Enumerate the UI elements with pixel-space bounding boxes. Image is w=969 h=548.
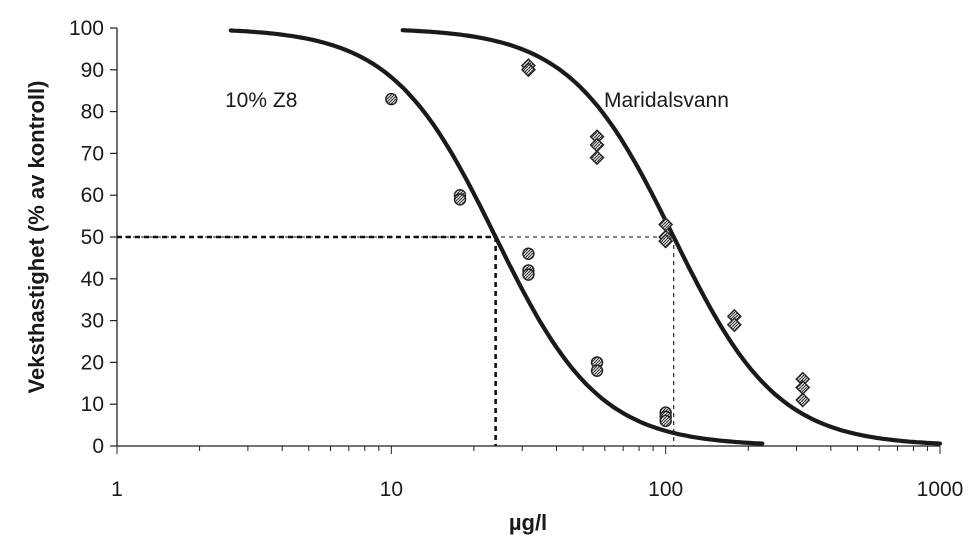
fit-curve [400,28,943,446]
annotation-10pct-z8: 10% Z8 [225,89,297,112]
y-tick-label: 100 [69,17,104,40]
y-tick-label: 20 [81,351,104,374]
x-tick-label: 100 [648,478,683,501]
x-axis-title: µg/l [509,510,547,535]
y-tick-label: 30 [81,310,104,333]
y-axis-title: Veksthastighet (% av kontroll) [24,81,49,394]
data-point-circle [590,364,604,377]
data-point-circle [522,247,535,260]
annotation-maridalsvann: Maridalsvann [604,89,729,112]
y-tick-label: 40 [81,268,104,291]
data-point-diamond [726,317,742,333]
x-tick-label: 1000 [917,478,964,501]
reference-lines [117,235,675,446]
data-point-circle [453,193,467,206]
y-tick-label: 10 [81,393,104,416]
y-tick-label: 80 [81,101,104,124]
data-point-circle [385,92,398,106]
data-point-diamond [589,137,605,153]
x-axis-ticks: 1 10 100 1000 [111,446,963,501]
x-tick-label: 10 [380,478,403,501]
y-tick-label: 60 [81,184,104,207]
y-tick-label: 90 [81,59,104,82]
data-points [385,58,811,428]
fit-curves [228,28,943,446]
y-tick-label: 0 [92,435,104,458]
y-tick-label: 70 [81,142,104,165]
data-point-diamond [795,392,811,408]
y-axis-ticks: 0 10 20 30 40 50 60 70 80 90 100 [69,17,117,458]
data-point-diamond [658,233,674,249]
data-point-diamond [795,379,811,395]
data-point-diamond [589,150,605,166]
x-tick-label: 1 [111,478,123,501]
data-point-circle [522,268,535,281]
y-tick-label: 50 [81,226,104,249]
fit-curve [228,28,765,446]
data-point-circle [659,414,672,428]
data-point-diamond [520,62,536,78]
